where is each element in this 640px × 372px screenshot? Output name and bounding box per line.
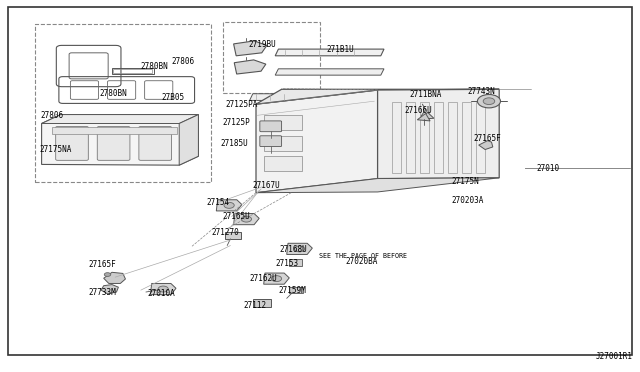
Circle shape xyxy=(271,276,282,282)
Text: 27020BA: 27020BA xyxy=(346,257,378,266)
Text: 27166U: 27166U xyxy=(404,106,432,115)
Bar xyxy=(434,102,443,173)
Bar xyxy=(113,69,152,73)
Bar xyxy=(264,136,302,151)
Polygon shape xyxy=(417,113,430,121)
Text: 27165F: 27165F xyxy=(474,134,501,143)
Polygon shape xyxy=(287,243,312,254)
Bar xyxy=(223,22,320,93)
Text: 270203A: 270203A xyxy=(451,196,484,205)
Bar xyxy=(289,259,302,266)
Polygon shape xyxy=(42,115,198,124)
Text: 27112: 27112 xyxy=(243,301,266,310)
FancyBboxPatch shape xyxy=(56,126,88,160)
Text: 27162U: 27162U xyxy=(250,274,277,283)
Polygon shape xyxy=(250,94,310,100)
Text: 27165F: 27165F xyxy=(88,260,116,269)
FancyBboxPatch shape xyxy=(260,136,282,147)
Bar xyxy=(420,102,429,173)
Polygon shape xyxy=(275,69,384,75)
Circle shape xyxy=(241,216,252,222)
Text: 27165U: 27165U xyxy=(223,212,250,221)
Circle shape xyxy=(224,202,234,208)
Text: 27185U: 27185U xyxy=(221,139,248,148)
Polygon shape xyxy=(421,112,434,119)
Bar xyxy=(392,102,401,173)
Polygon shape xyxy=(479,141,493,150)
Circle shape xyxy=(104,273,111,276)
Bar xyxy=(476,102,485,173)
Polygon shape xyxy=(275,49,384,56)
Text: 27175NA: 27175NA xyxy=(40,145,72,154)
Text: 27743N: 27743N xyxy=(467,87,495,96)
Bar xyxy=(253,299,271,307)
Bar xyxy=(264,156,302,171)
Text: 271270: 271270 xyxy=(211,228,239,237)
FancyBboxPatch shape xyxy=(139,126,172,160)
Text: 27125P: 27125P xyxy=(223,118,250,126)
Polygon shape xyxy=(256,178,499,193)
Circle shape xyxy=(158,286,168,292)
Text: J27001R1: J27001R1 xyxy=(595,352,632,361)
Bar xyxy=(225,232,241,239)
Text: 27125PA: 27125PA xyxy=(225,100,258,109)
Polygon shape xyxy=(216,200,242,211)
Bar xyxy=(289,287,303,293)
Text: 27159M: 27159M xyxy=(278,286,306,295)
Text: 27168U: 27168U xyxy=(279,246,307,254)
Circle shape xyxy=(294,246,305,252)
Bar xyxy=(448,102,457,173)
Polygon shape xyxy=(104,272,125,283)
Circle shape xyxy=(483,98,495,105)
FancyBboxPatch shape xyxy=(97,126,130,160)
Text: 27B05: 27B05 xyxy=(161,93,184,102)
Polygon shape xyxy=(150,283,176,295)
Text: 2780BN: 2780BN xyxy=(99,89,127,98)
Text: 27153: 27153 xyxy=(275,259,298,268)
Polygon shape xyxy=(378,89,499,179)
Polygon shape xyxy=(42,115,198,165)
Text: 27806: 27806 xyxy=(172,57,195,66)
Text: 27154: 27154 xyxy=(206,198,229,207)
Text: 27010A: 27010A xyxy=(147,289,175,298)
Bar xyxy=(264,115,302,130)
Bar xyxy=(35,24,211,182)
FancyBboxPatch shape xyxy=(260,121,282,132)
Polygon shape xyxy=(234,41,267,56)
Text: 271B1U: 271B1U xyxy=(326,45,354,54)
Circle shape xyxy=(477,94,500,108)
Polygon shape xyxy=(264,273,289,284)
Bar xyxy=(112,68,154,74)
Text: 2711BNA: 2711BNA xyxy=(410,90,442,99)
Bar xyxy=(52,127,177,134)
Text: 27175N: 27175N xyxy=(451,177,479,186)
Text: 2719BU: 2719BU xyxy=(248,40,276,49)
Text: 27733M: 27733M xyxy=(88,288,116,296)
Text: 27010: 27010 xyxy=(536,164,559,173)
Polygon shape xyxy=(179,115,198,165)
Polygon shape xyxy=(256,89,499,104)
Bar xyxy=(406,102,415,173)
Bar xyxy=(462,102,471,173)
Text: 27167U: 27167U xyxy=(253,181,280,190)
Text: 2780BN: 2780BN xyxy=(141,62,168,71)
Polygon shape xyxy=(256,90,378,193)
Polygon shape xyxy=(101,285,118,294)
Text: 27806: 27806 xyxy=(40,111,63,120)
Polygon shape xyxy=(234,60,266,74)
Polygon shape xyxy=(234,214,259,225)
Text: SEE THE PAGE OF BEFORE: SEE THE PAGE OF BEFORE xyxy=(319,253,407,259)
